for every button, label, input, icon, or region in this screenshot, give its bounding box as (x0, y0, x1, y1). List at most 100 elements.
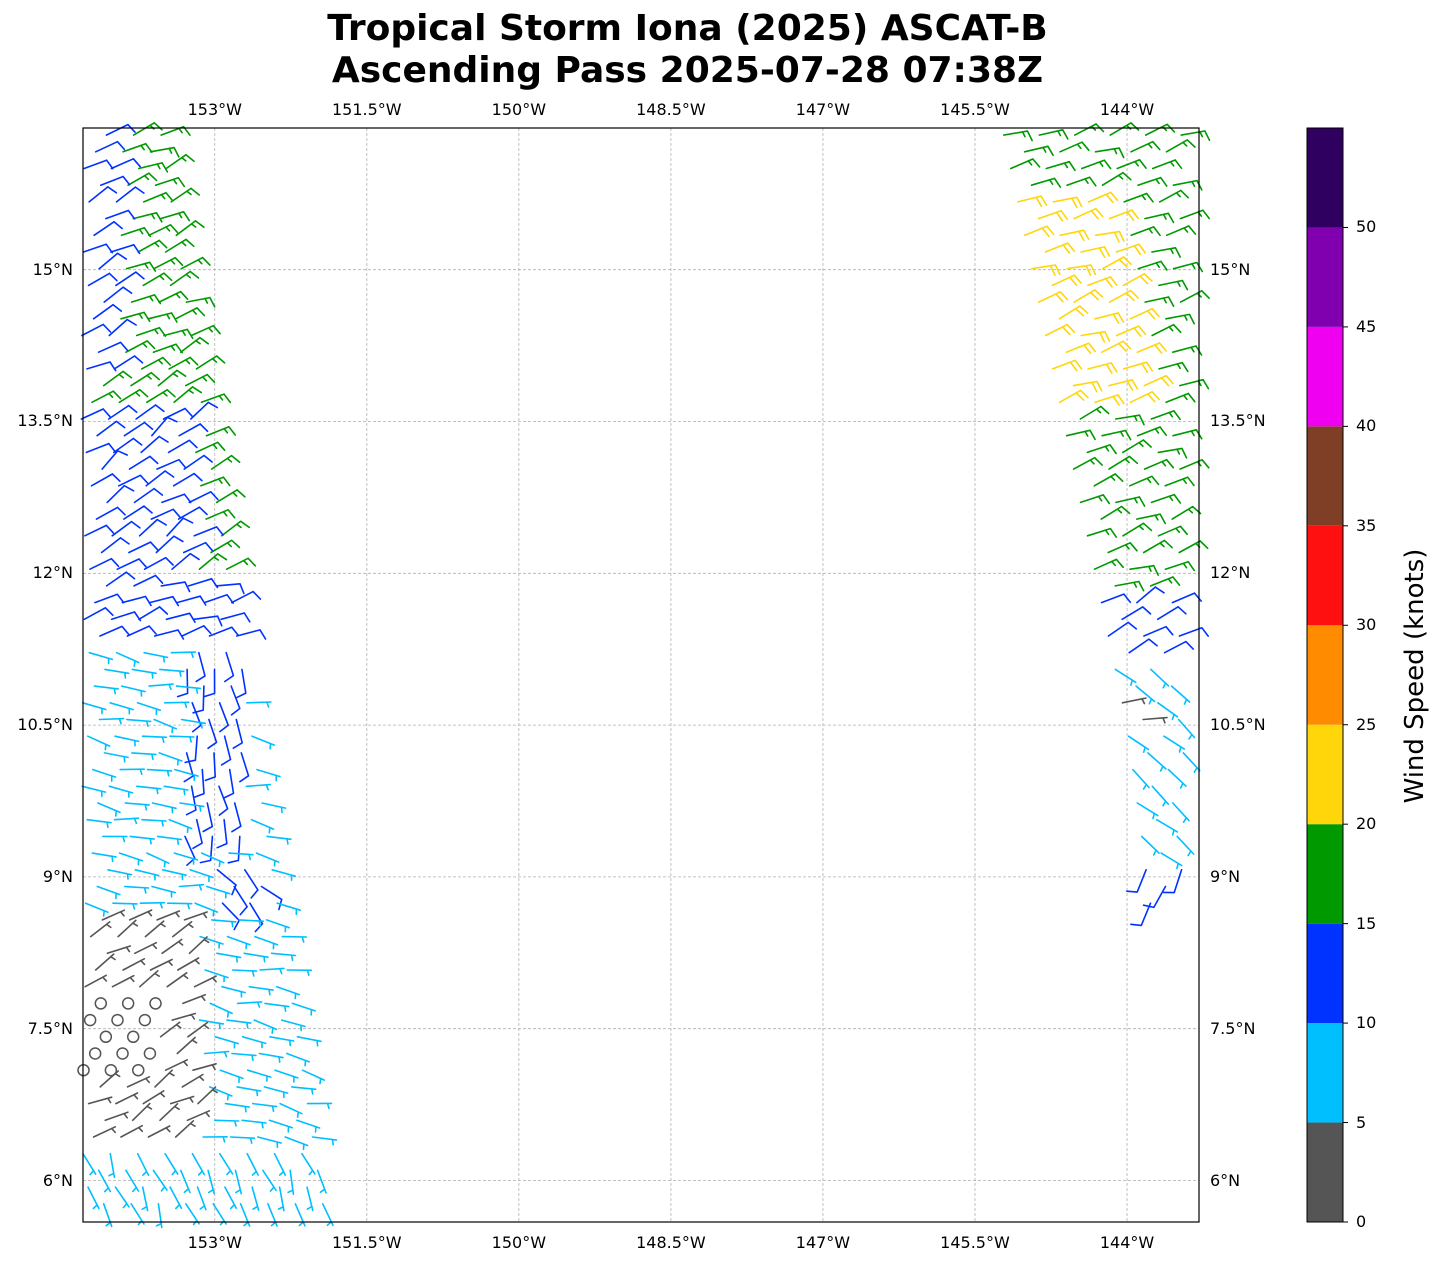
wind-barb (1108, 455, 1139, 470)
wind-barb (126, 718, 152, 727)
wind-barb (1158, 361, 1189, 373)
wind-barb (1121, 606, 1152, 621)
wind-barb (1094, 230, 1125, 243)
wind-barb (197, 1086, 218, 1105)
wind-barb (1142, 716, 1168, 724)
wind-barb (1151, 323, 1182, 337)
wind-barb (189, 869, 214, 883)
wind-barb (215, 489, 246, 504)
wind-barb (210, 539, 241, 554)
wind-barb (248, 985, 274, 996)
wind-barb (83, 607, 114, 621)
colorbar-tick-label: 0 (1356, 1212, 1367, 1231)
wind-barb (220, 735, 232, 766)
wind-barb (181, 625, 212, 637)
wind-barb (1147, 752, 1167, 772)
wind-barb (181, 1073, 205, 1088)
wind-barb (97, 1169, 112, 1193)
wind-barb (180, 256, 211, 270)
wind-barb (245, 783, 272, 791)
wind-barb (134, 941, 158, 955)
wind-barb (275, 985, 301, 1000)
wind-barb (172, 472, 203, 487)
wind-barb (130, 294, 162, 305)
wind-barb (243, 952, 269, 963)
wind-barb (1126, 869, 1147, 893)
wind-barb (141, 1186, 149, 1212)
wind-barb (1178, 627, 1209, 637)
wind-barb (142, 272, 173, 287)
wind-barb (279, 1102, 303, 1118)
chart-title-line-1: Tropical Storm Iona (2025) ASCAT-B (327, 8, 1048, 49)
wind-barb-calm (126, 1030, 140, 1044)
wind-barb (188, 936, 210, 955)
wind-barb (85, 442, 116, 454)
wind-barb (1107, 542, 1138, 554)
wind-barb (102, 370, 133, 387)
wind-barb (172, 921, 194, 938)
wind-barb (296, 1036, 322, 1047)
wind-barb (1101, 429, 1132, 441)
wind-barb (158, 752, 183, 766)
wind-barb (1114, 580, 1145, 592)
wind-barb (1059, 141, 1090, 153)
wind-barb (241, 1119, 267, 1129)
wind-barb (1010, 158, 1041, 170)
wind-barb (114, 735, 140, 747)
wind-barb (80, 408, 111, 420)
wind-barb (1052, 196, 1083, 209)
wind-barb (151, 885, 177, 898)
wind-barb (183, 454, 213, 470)
wind-barb (280, 1019, 306, 1032)
wind-barb (203, 594, 234, 604)
wind-barb (154, 177, 186, 188)
wind-barb (187, 578, 219, 589)
wind-barb (93, 685, 119, 695)
wind-barb (169, 270, 200, 287)
colorbar-label: Wind Speed (knots) (1400, 548, 1430, 804)
wind-barb (1136, 342, 1167, 354)
wind-barb (1051, 359, 1083, 372)
wind-barb (123, 885, 150, 894)
wind-barb (161, 869, 187, 881)
wind-barb (231, 590, 262, 604)
wind-barb (1058, 389, 1089, 404)
wind-barb (316, 1169, 327, 1194)
wind-barb (1176, 835, 1195, 857)
wind-barb (81, 323, 112, 337)
wind-barb (164, 238, 195, 253)
wind-barb (1094, 394, 1125, 406)
wind-barb-calm (88, 1047, 102, 1060)
wind-barb (231, 1052, 257, 1062)
wind-barb (291, 1086, 317, 1095)
wind-barb (246, 701, 272, 708)
wind-barb (276, 902, 301, 915)
wind-barb (1179, 209, 1210, 220)
wind-barb (226, 1019, 252, 1029)
wind-barb (105, 123, 136, 136)
wind-barb (1132, 768, 1150, 790)
wind-barb (135, 326, 167, 337)
wind-barb-calm (132, 1063, 145, 1077)
wind-barb (223, 768, 235, 799)
wind-barb (259, 967, 285, 975)
wind-barb (155, 535, 184, 554)
wind-barb (98, 252, 128, 270)
wind-barb (185, 1203, 200, 1226)
wind-barb (1121, 697, 1147, 705)
wind-barb (190, 324, 221, 337)
wind-barb (173, 386, 203, 404)
wind-barb (149, 958, 173, 971)
wind-barb (1130, 226, 1161, 237)
lat-label-left: 6°N (42, 1170, 73, 1190)
wind-barb (1150, 668, 1170, 689)
wind-barb (253, 1019, 278, 1034)
wind-barb (156, 458, 187, 470)
wind-barb (93, 221, 123, 237)
wind-barb (1157, 702, 1179, 721)
wind-barb (1171, 505, 1202, 520)
wind-barb (1100, 593, 1132, 604)
wind-barb (136, 1152, 150, 1176)
wind-barb (1123, 192, 1154, 203)
wind-barb (284, 1136, 309, 1151)
